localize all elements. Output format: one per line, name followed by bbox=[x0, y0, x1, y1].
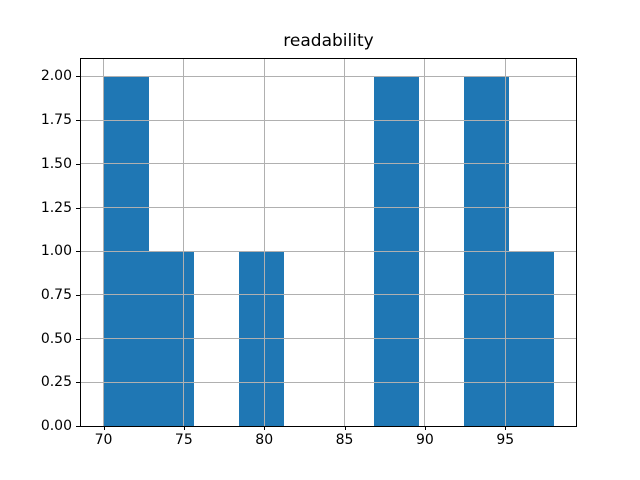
y-tick-label: 0.00 bbox=[40, 418, 72, 434]
x-gridline bbox=[504, 59, 506, 426]
x-tick-mark bbox=[344, 426, 346, 430]
y-tick-mark bbox=[76, 207, 80, 209]
y-tick-label: 1.25 bbox=[40, 199, 72, 216]
y-tick-mark bbox=[76, 426, 80, 427]
y-gridline bbox=[81, 250, 576, 252]
x-tick-label: 80 bbox=[255, 432, 274, 448]
y-tick-label: 1.00 bbox=[40, 243, 72, 260]
y-tick-label: 1.50 bbox=[40, 155, 72, 172]
y-gridline bbox=[81, 119, 576, 121]
y-tick-mark bbox=[76, 338, 80, 340]
x-gridline bbox=[183, 59, 185, 426]
x-tick-label: 90 bbox=[416, 432, 434, 448]
plot-area bbox=[80, 58, 577, 427]
y-gridline bbox=[81, 163, 576, 165]
x-gridline bbox=[103, 59, 104, 426]
x-tick-mark bbox=[103, 426, 105, 430]
y-gridline bbox=[81, 207, 576, 209]
x-gridline bbox=[263, 59, 265, 426]
y-tick-label: 0.50 bbox=[40, 330, 72, 347]
x-tick-label: 95 bbox=[496, 432, 515, 448]
y-tick-mark bbox=[76, 382, 80, 384]
y-gridline bbox=[81, 425, 576, 426]
y-gridline bbox=[81, 75, 576, 77]
y-tick-label: 0.25 bbox=[40, 374, 72, 391]
y-tick-mark bbox=[76, 76, 80, 78]
x-tick-mark bbox=[424, 426, 426, 430]
y-gridline bbox=[81, 381, 576, 383]
chart-title: readability bbox=[283, 31, 374, 51]
y-tick-mark bbox=[76, 120, 80, 122]
y-gridline bbox=[81, 294, 576, 296]
x-gridline bbox=[424, 59, 426, 426]
y-tick-mark bbox=[76, 163, 80, 165]
y-tick-label: 0.75 bbox=[40, 286, 72, 303]
x-tick-label: 75 bbox=[174, 432, 193, 448]
x-gridline bbox=[344, 59, 346, 426]
y-tick-mark bbox=[76, 294, 80, 296]
x-tick-label: 70 bbox=[94, 432, 113, 448]
y-tick-label: 1.75 bbox=[40, 112, 72, 129]
x-tick-mark bbox=[264, 426, 266, 430]
x-tick-mark bbox=[505, 426, 507, 430]
y-tick-label: 2.00 bbox=[40, 68, 72, 85]
x-tick-label: 85 bbox=[335, 432, 354, 448]
y-gridline bbox=[81, 338, 576, 340]
y-tick-mark bbox=[76, 251, 80, 253]
x-tick-mark bbox=[183, 426, 185, 430]
